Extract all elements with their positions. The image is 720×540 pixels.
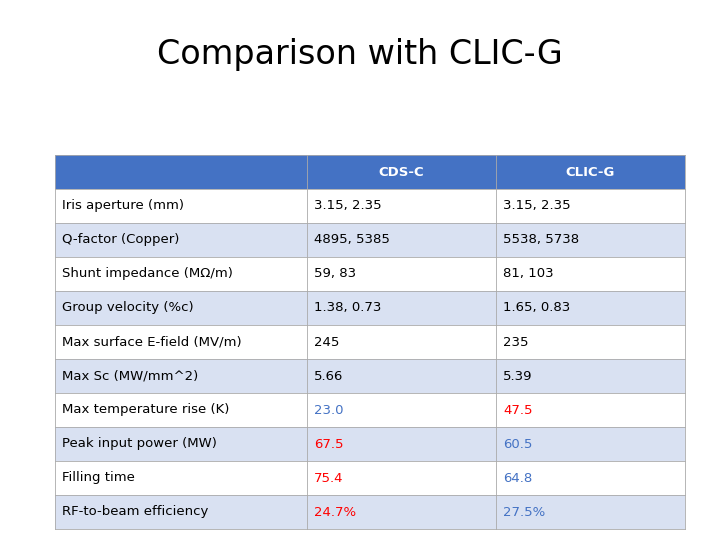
Text: 23.0: 23.0 <box>314 403 343 416</box>
Bar <box>55 495 685 529</box>
Bar <box>55 155 307 189</box>
Text: 64.8: 64.8 <box>503 471 532 484</box>
Bar <box>55 189 685 223</box>
Text: 81, 103: 81, 103 <box>503 267 554 280</box>
Text: 24.7%: 24.7% <box>314 505 356 518</box>
Text: Shunt impedance (MΩ/m): Shunt impedance (MΩ/m) <box>62 267 233 280</box>
Bar <box>55 223 685 257</box>
Bar <box>55 461 685 495</box>
Text: CLIC-G: CLIC-G <box>566 165 615 179</box>
Text: Filling time: Filling time <box>62 471 135 484</box>
Text: Group velocity (%c): Group velocity (%c) <box>62 301 194 314</box>
Text: RF-to-beam efficiency: RF-to-beam efficiency <box>62 505 208 518</box>
Text: 235: 235 <box>503 335 528 348</box>
Text: 59, 83: 59, 83 <box>314 267 356 280</box>
Text: Max Sc (MW/mm^2): Max Sc (MW/mm^2) <box>62 369 198 382</box>
Text: 3.15, 2.35: 3.15, 2.35 <box>503 199 571 213</box>
Bar <box>55 291 685 325</box>
Text: 47.5: 47.5 <box>503 403 533 416</box>
Text: 60.5: 60.5 <box>503 437 532 450</box>
Bar <box>55 325 685 359</box>
Text: 5.39: 5.39 <box>503 369 533 382</box>
Bar <box>55 393 685 427</box>
Text: 67.5: 67.5 <box>314 437 343 450</box>
Text: 27.5%: 27.5% <box>503 505 545 518</box>
Text: Comparison with CLIC-G: Comparison with CLIC-G <box>157 38 563 71</box>
Text: 5.66: 5.66 <box>314 369 343 382</box>
Text: Q-factor (Copper): Q-factor (Copper) <box>62 233 179 246</box>
Text: 245: 245 <box>314 335 339 348</box>
Text: 1.65, 0.83: 1.65, 0.83 <box>503 301 570 314</box>
Text: 4895, 5385: 4895, 5385 <box>314 233 390 246</box>
Text: Iris aperture (mm): Iris aperture (mm) <box>62 199 184 213</box>
Text: Max temperature rise (K): Max temperature rise (K) <box>62 403 230 416</box>
Bar <box>55 427 685 461</box>
Text: Peak input power (MW): Peak input power (MW) <box>62 437 217 450</box>
Text: 5538, 5738: 5538, 5738 <box>503 233 579 246</box>
Text: 1.38, 0.73: 1.38, 0.73 <box>314 301 382 314</box>
Text: 75.4: 75.4 <box>314 471 343 484</box>
Text: Max surface E-field (MV/m): Max surface E-field (MV/m) <box>62 335 242 348</box>
Bar <box>307 155 496 189</box>
Bar <box>55 257 685 291</box>
Bar <box>496 155 685 189</box>
Bar <box>55 359 685 393</box>
Text: 3.15, 2.35: 3.15, 2.35 <box>314 199 382 213</box>
Text: CDS-C: CDS-C <box>379 165 424 179</box>
